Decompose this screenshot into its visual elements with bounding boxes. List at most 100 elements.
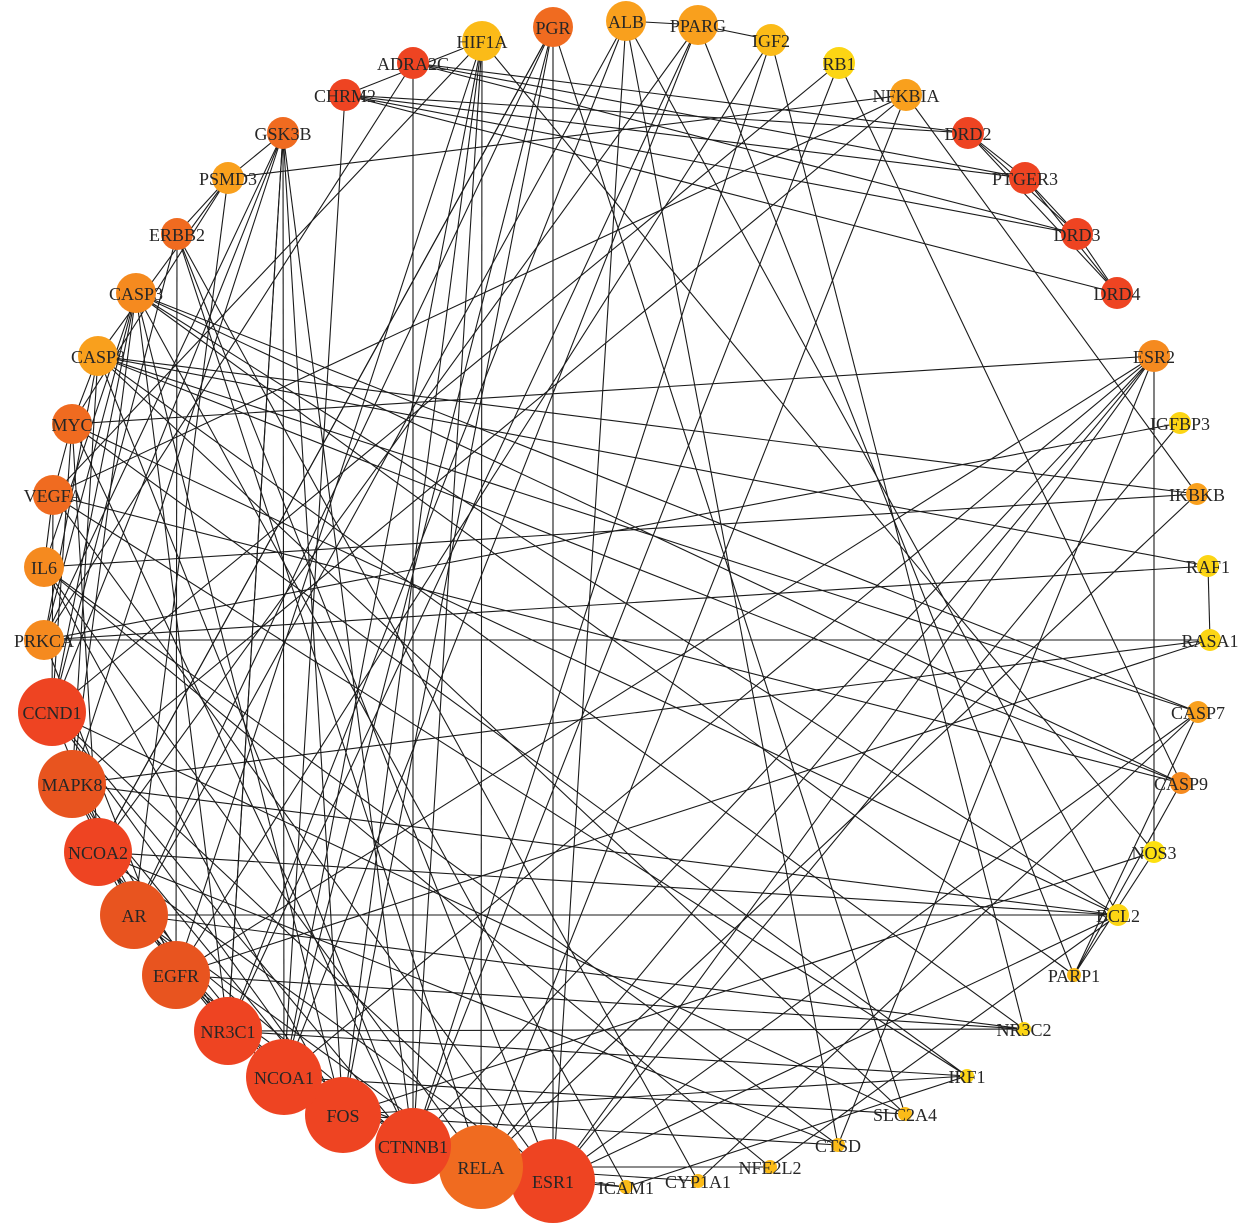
node-hif1a: HIF1A	[456, 21, 508, 61]
network-edges	[43, 20, 1211, 1188]
node-label: IL6	[31, 558, 57, 578]
edge-cyp1a1-casp7	[697, 711, 1199, 1182]
node-circle	[1143, 841, 1165, 863]
node-circle	[18, 678, 86, 746]
edge-egfr-hif1a	[175, 40, 483, 976]
edge-adra2c-drd2	[412, 62, 969, 134]
edge-ccnd1-slc2a4	[51, 711, 906, 1115]
edge-egfr-erbb2	[175, 233, 178, 976]
node-circle	[64, 818, 132, 886]
node-psmd3: PSMD3	[199, 162, 257, 194]
node-circle	[533, 7, 573, 47]
edge-adra2c-drd3	[412, 62, 1078, 235]
node-circle	[375, 1108, 451, 1184]
edge-chrm2-ptger3	[344, 94, 1026, 179]
node-ncoa1: NCOA1	[246, 1039, 322, 1115]
node-label: RASA1	[1181, 631, 1238, 651]
node-parp1: PARP1	[1048, 966, 1100, 986]
node-label: BCL2	[1096, 906, 1140, 926]
edge-casp3-icam1	[135, 292, 627, 1188]
edge-casp3-nr3c1	[135, 292, 229, 1032]
node-nfe2l2: NFE2L2	[739, 1158, 802, 1178]
edge-ccnd1-erbb2	[51, 233, 178, 713]
node-label: CASP8	[71, 347, 125, 367]
edge-hif1a-nos3	[481, 40, 1155, 853]
edge-casp8-casp7	[97, 355, 1199, 713]
node-label: AR	[121, 906, 146, 926]
edge-ncoa1-esr2	[283, 355, 1155, 1078]
edge-ar-ccnd1	[51, 711, 135, 916]
node-label: IKBKB	[1169, 485, 1225, 505]
node-label: NCOA1	[254, 1068, 314, 1088]
node-circle	[1199, 629, 1221, 651]
edge-fos-nos3	[342, 851, 1155, 1116]
node-fos: FOS	[305, 1077, 381, 1153]
edge-chrm2-ncoa1	[283, 94, 346, 1078]
node-circle	[1186, 483, 1208, 505]
edge-il6-ikbkb	[43, 493, 1198, 568]
edge-gsk3b-ncoa1	[282, 132, 285, 1078]
node-label: ADRA2C	[377, 54, 449, 74]
edge-esr1-ccnd1	[51, 711, 554, 1182]
edge-ctnnb1-esr2	[412, 355, 1155, 1147]
edge-ctnnb1-igf2	[412, 39, 772, 1147]
node-casp7: CASP7	[1171, 701, 1225, 723]
node-circle	[1017, 1022, 1031, 1036]
edge-alb-ctsd	[625, 20, 839, 1146]
edge-raf1-rasa1	[1207, 565, 1211, 641]
edge-ncoa1-pparg	[283, 24, 699, 1078]
edge-prkca-casp3	[43, 292, 137, 641]
edge-egfr-igf2	[175, 39, 772, 976]
node-label: ERBB2	[149, 225, 205, 245]
node-label: DRD3	[1053, 225, 1100, 245]
edge-nr3c1-alb	[227, 20, 627, 1032]
edge-ar-psmd3	[133, 177, 229, 916]
node-label: NCOA2	[68, 843, 128, 863]
node-label: RB1	[822, 54, 855, 74]
node-circle	[952, 117, 984, 149]
edge-erbb2-esr1	[176, 233, 554, 1182]
node-drd3: DRD3	[1053, 218, 1101, 250]
edge-mapk8-nfkbia	[71, 94, 907, 785]
node-circle	[116, 273, 156, 313]
node-label: PSMD3	[199, 169, 257, 189]
node-myc: MYC	[51, 404, 93, 444]
node-label: ESR1	[532, 1172, 574, 1192]
node-rb1: RB1	[822, 47, 856, 79]
edge-rb1-casp9	[838, 62, 1182, 784]
node-label: GSK3B	[254, 124, 311, 144]
node-ccnd1: CCND1	[18, 678, 86, 746]
node-label: SLC2A4	[873, 1105, 937, 1125]
edge-chrm2-drd3	[344, 94, 1078, 235]
edge-fos-il6	[43, 566, 344, 1116]
node-circle	[890, 79, 922, 111]
node-label: PPARG	[670, 16, 726, 36]
edge-ctnnb1-ccnd1	[51, 711, 414, 1147]
node-circle	[691, 1174, 705, 1188]
node-circle	[397, 47, 429, 79]
node-circle	[329, 79, 361, 111]
edge-vegfa-casp9	[52, 494, 1182, 784]
node-circle	[755, 24, 787, 56]
node-casp8: CASP8	[71, 336, 125, 376]
edge-erbb2-rela	[176, 233, 482, 1168]
edge-egfr-rasa1	[175, 639, 1211, 976]
node-drd2: DRD2	[944, 117, 992, 149]
edge-rela-esr2	[480, 355, 1155, 1168]
node-label: EGFR	[153, 966, 199, 986]
edge-casp3-parp1	[135, 292, 1075, 976]
node-mapk8: MAPK8	[38, 750, 106, 818]
edge-slc2a4-pgr	[552, 26, 906, 1115]
node-circle	[898, 1107, 912, 1121]
node-label: ALB	[608, 12, 644, 32]
node-prkca: PRKCA	[14, 620, 74, 660]
node-circle	[1170, 772, 1192, 794]
node-igf2: IGF2	[752, 24, 790, 56]
edge-irf1-vegfa	[52, 494, 968, 1077]
node-label: DRD4	[1093, 284, 1140, 304]
edge-esr1-igfbp3	[552, 422, 1181, 1182]
edge-ctnnb1-myc	[71, 423, 414, 1147]
edge-casp8-ikbkb	[97, 355, 1198, 495]
edge-casp3-fos	[135, 292, 344, 1116]
